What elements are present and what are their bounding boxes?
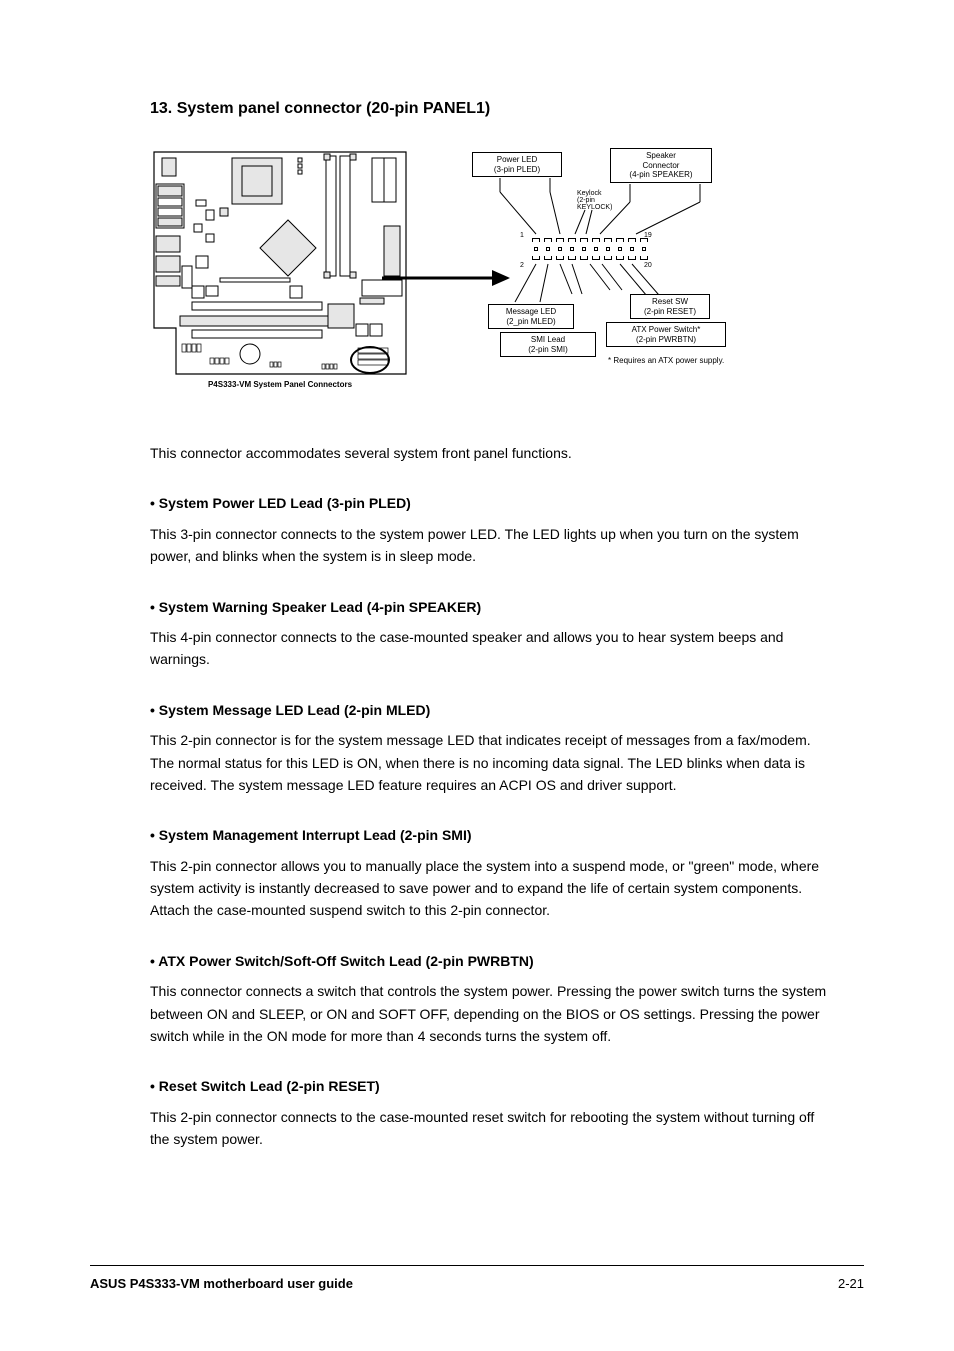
label-reset-title: Reset SW xyxy=(652,297,688,306)
motherboard-diagram: P4S333-VM System Panel Connectors xyxy=(150,148,410,378)
section-heading: 13. System panel connector (20-pin PANEL… xyxy=(90,100,864,118)
sec-2-text: This 2-pin connector is for the system m… xyxy=(150,729,834,796)
pin-num-2: 2 xyxy=(520,262,524,269)
sec-3-text: This 2-pin connector allows you to manua… xyxy=(150,855,834,922)
sec-0-text: This 3-pin connector connects to the sys… xyxy=(150,523,834,568)
pin-num-20: 20 xyxy=(644,262,652,269)
figure-row: P4S333-VM System Panel Connectors Power … xyxy=(90,148,864,382)
sec-1-title: • System Warning Speaker Lead (4-pin SPE… xyxy=(150,596,834,618)
panel-diagram: Power LED (3-pin PLED) Speaker Connector… xyxy=(460,142,740,382)
pin-row xyxy=(530,238,650,260)
label-smi: SMI Lead (2-pin SMI) xyxy=(500,332,596,357)
sec-4-text: This connector connects a switch that co… xyxy=(150,980,834,1047)
atx-note: * Requires an ATX power supply. xyxy=(608,356,724,365)
label-smi-title: SMI Lead xyxy=(531,335,565,344)
footer-right: 2-21 xyxy=(838,1276,864,1291)
label-msg-led-sub: (2_pin MLED) xyxy=(506,317,555,326)
sec-0-title: • System Power LED Lead (3-pin PLED) xyxy=(150,492,834,514)
footer-left: ASUS P4S333-VM motherboard user guide xyxy=(90,1276,353,1291)
sec-3-title: • System Management Interrupt Lead (2-pi… xyxy=(150,824,834,846)
label-reset: Reset SW (2-pin RESET) xyxy=(630,294,710,319)
highlight-circle xyxy=(350,346,390,374)
body-text: This connector accommodates several syst… xyxy=(90,442,864,1151)
label-atx-sub: (2-pin PWRBTN) xyxy=(636,335,696,344)
label-msg-led-title: Message LED xyxy=(506,307,556,316)
label-atx-title: ATX Power Switch* xyxy=(632,325,701,334)
pin-num-1: 1 xyxy=(520,232,524,239)
label-reset-sub: (2-pin RESET) xyxy=(644,307,696,316)
sec-1-text: This 4-pin connector connects to the cas… xyxy=(150,626,834,671)
label-atx: ATX Power Switch* (2-pin PWRBTN) xyxy=(606,322,726,347)
sec-5-title: • Reset Switch Lead (2-pin RESET) xyxy=(150,1075,834,1097)
sec-4-title: • ATX Power Switch/Soft-Off Switch Lead … xyxy=(150,950,834,972)
label-smi-sub: (2-pin SMI) xyxy=(528,345,568,354)
sec-2-title: • System Message LED Lead (2-pin MLED) xyxy=(150,699,834,721)
page-footer: ASUS P4S333-VM motherboard user guide 2-… xyxy=(90,1265,864,1291)
label-msg-led: Message LED (2_pin MLED) xyxy=(488,304,574,329)
intro-text: This connector accommodates several syst… xyxy=(150,442,834,464)
sec-5-text: This 2-pin connector connects to the cas… xyxy=(150,1106,834,1151)
diagram-title: P4S333-VM System Panel Connectors xyxy=(150,380,410,389)
